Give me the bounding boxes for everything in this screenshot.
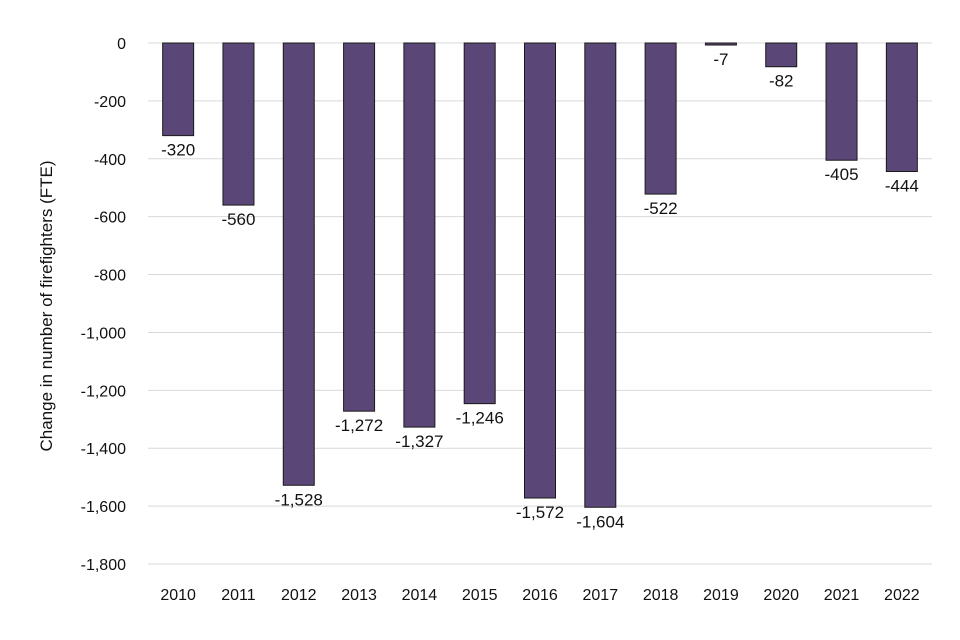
bars (162, 42, 918, 508)
x-tick-label: 2018 (643, 587, 679, 604)
bar-2013 (343, 42, 376, 412)
x-tick-label: 2010 (160, 587, 196, 604)
data-label-2022: -444 (885, 177, 919, 196)
y-tick-label: -1,400 (81, 441, 126, 458)
bar-2021 (825, 42, 858, 161)
x-tick-label: 2011 (221, 587, 256, 604)
data-label-2016: -1,572 (516, 503, 564, 522)
bar-2012 (282, 42, 315, 486)
data-label-2021: -405 (825, 165, 859, 184)
x-axis-ticks: 2010 2011 2012 2013 2014 2015 2016 2017 2018 2019… (160, 587, 919, 604)
x-tick-label: 2017 (583, 587, 619, 604)
y-tick-label: -800 (94, 268, 126, 285)
data-label-2013: -1,272 (335, 416, 383, 435)
data-labels: -320 -560 -1,528 -1,272 -1,327 -1,246 -1,572 -1… (161, 50, 919, 531)
y-axis-ticks: 0 -200 -400 -600 -800 -1,000 -1,200 -1,400 -1,60… (81, 36, 126, 574)
bar-2019 (704, 42, 737, 46)
data-label-2017: -1,604 (576, 512, 624, 531)
bar-2018 (644, 42, 677, 195)
x-tick-label: 2013 (341, 587, 377, 604)
data-label-2018: -522 (644, 199, 678, 218)
x-tick-label: 2021 (824, 587, 860, 604)
y-tick-label: -1,200 (81, 383, 126, 400)
data-label-2019: -7 (713, 50, 728, 69)
y-tick-label: -600 (94, 210, 126, 227)
data-label-2015: -1,246 (456, 409, 504, 428)
x-tick-label: 2014 (402, 587, 438, 604)
y-tick-label: 0 (117, 36, 126, 53)
bar-2011 (222, 42, 255, 206)
x-tick-label: 2020 (763, 587, 799, 604)
x-tick-label: 2016 (522, 587, 558, 604)
x-tick-label: 2015 (462, 587, 498, 604)
bar-2015 (463, 42, 496, 405)
y-tick-label: -1,800 (81, 557, 126, 574)
x-tick-label: 2012 (281, 587, 317, 604)
bar-2014 (403, 42, 436, 428)
bar-2017 (584, 42, 617, 508)
data-label-2014: -1,327 (395, 432, 443, 451)
data-label-2010: -320 (161, 141, 195, 160)
data-label-2020: -82 (769, 72, 794, 91)
bar-2020 (765, 42, 798, 68)
y-tick-label: -200 (94, 94, 126, 111)
y-tick-label: -1,600 (81, 499, 126, 516)
y-axis-title: Change in number of firefighters (FTE) (37, 160, 56, 451)
y-tick-label: -400 (94, 152, 126, 169)
bar-2010 (162, 42, 195, 137)
x-tick-label: 2022 (884, 587, 920, 604)
bar-2022 (885, 42, 918, 173)
bar-2016 (524, 42, 556, 499)
data-label-2012: -1,528 (275, 490, 323, 509)
data-label-2011: -560 (221, 210, 255, 229)
x-tick-label: 2019 (703, 587, 739, 604)
y-tick-label: -1,000 (81, 325, 126, 342)
